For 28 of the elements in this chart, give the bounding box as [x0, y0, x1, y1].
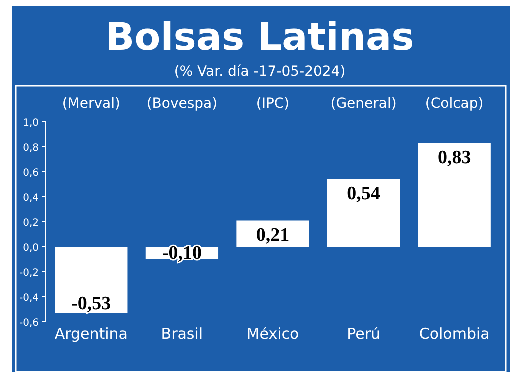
y-tick-label: 1,0 [23, 118, 39, 129]
x-tick-label: Argentina [54, 325, 128, 343]
text: (Merval) [62, 96, 120, 112]
data-label: -0,53 [72, 293, 112, 314]
y-tick-label: 0,8 [23, 143, 39, 154]
text: (Bovespa) [146, 96, 218, 112]
y-tick-label: -0,6 [19, 318, 39, 329]
y-tick-label: 0,4 [23, 193, 39, 204]
y-tick-label: 0,2 [23, 218, 39, 229]
data-label: -0,10 [162, 243, 202, 264]
x-tick-label: Brasil [161, 325, 204, 343]
bar [327, 180, 400, 247]
y-tick-label: -0,2 [19, 268, 39, 279]
chart-title: Bolsas Latinas [106, 15, 414, 59]
text: (Colcap) [425, 96, 484, 112]
x-tick-label: México [246, 325, 300, 343]
data-label: 0,21 [256, 224, 290, 246]
x-tick-label: Perú [347, 325, 381, 343]
text: (IPC) [256, 96, 290, 112]
data-label: 0,83 [438, 147, 472, 168]
y-tick-label: 0,6 [23, 168, 39, 179]
chart-subtitle: (% Var. día -17-05-2024) [174, 64, 346, 80]
data-label: 0,54 [347, 184, 381, 204]
y-tick-label: -0,4 [19, 293, 39, 304]
bar [418, 143, 491, 247]
x-tick-label: Colombia [419, 325, 490, 343]
text: (General) [330, 96, 397, 112]
y-tick-label: 0,0 [23, 243, 39, 254]
